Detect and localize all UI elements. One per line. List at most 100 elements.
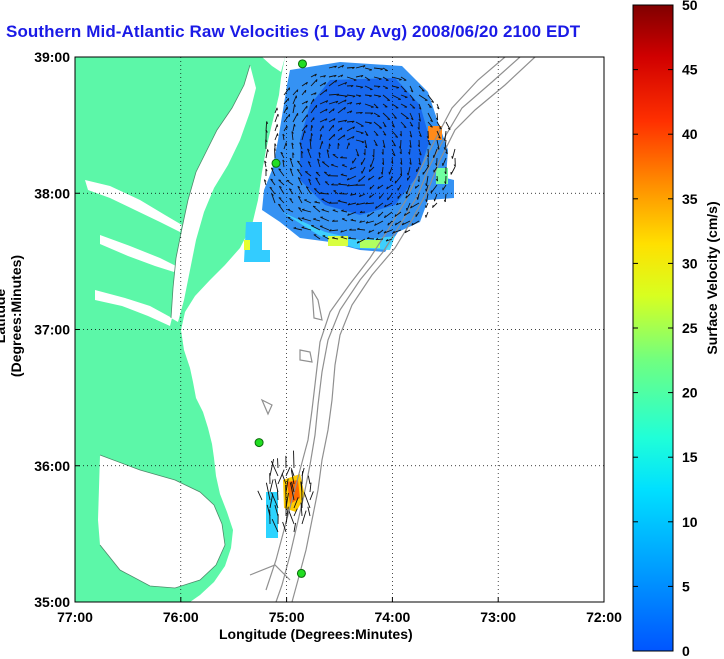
velocity-vector xyxy=(337,81,347,87)
velocity-vector xyxy=(450,166,456,175)
y-tick-labels: 39:00 38:00 37:00 36:00 35:00 xyxy=(34,49,80,610)
velocity-vector-head xyxy=(315,177,319,180)
velocity-vector xyxy=(328,118,336,123)
x-tick-label: 76:00 xyxy=(163,609,199,625)
velocity-vector xyxy=(370,157,375,168)
velocity-vector xyxy=(364,103,374,108)
velocity-vector-head xyxy=(410,205,413,209)
velocity-vector xyxy=(285,466,291,477)
velocity-vector xyxy=(377,184,384,190)
velocity-vector-head xyxy=(392,153,396,157)
velocity-vector-head xyxy=(443,138,446,141)
velocity-vector xyxy=(442,184,447,191)
velocity-vector-head xyxy=(359,220,362,223)
velocity-vector xyxy=(368,229,375,233)
velocity-vector xyxy=(418,130,422,137)
velocity-vector xyxy=(425,175,429,186)
velocity-vector-head xyxy=(340,74,344,78)
velocity-vector-head xyxy=(324,82,327,85)
velocity-vector-head xyxy=(394,222,397,226)
velocity-vector xyxy=(307,475,311,485)
velocity-vector xyxy=(355,121,364,127)
velocity-vector-head xyxy=(383,230,386,234)
velocity-vector xyxy=(385,238,393,242)
velocity-vector xyxy=(364,85,373,90)
velocity-vector xyxy=(282,133,285,141)
velocity-vector xyxy=(304,171,312,177)
velocity-vector xyxy=(400,112,409,120)
velocity-vector-head xyxy=(293,226,297,229)
velocity-vector-head xyxy=(278,197,282,199)
velocity-vector-head xyxy=(356,202,359,206)
velocity-vector-head xyxy=(339,192,343,195)
velocity-vector xyxy=(401,220,411,226)
velocity-vector-head xyxy=(399,173,402,177)
velocity-vector xyxy=(340,174,348,177)
velocity-vector xyxy=(318,152,321,159)
velocity-vector xyxy=(319,141,323,150)
velocity-vector-head xyxy=(307,148,310,151)
velocity-vector-head xyxy=(426,154,429,158)
velocity-vector-head xyxy=(270,178,274,181)
velocity-vector xyxy=(296,169,303,177)
velocity-vector xyxy=(358,175,366,183)
velocity-vector-head xyxy=(297,168,300,171)
velocity-vector-head xyxy=(360,132,364,135)
velocity-vector-head xyxy=(395,202,399,206)
velocity-vector xyxy=(283,87,290,96)
velocity-vector xyxy=(321,161,330,168)
velocity-vector-head xyxy=(370,112,374,115)
velocity-vector-head xyxy=(352,67,355,70)
velocity-vector xyxy=(406,202,411,211)
velocity-vector xyxy=(387,193,393,201)
velocity-vector-head xyxy=(403,126,407,129)
velocity-vector-head xyxy=(375,237,379,241)
velocity-vector-head xyxy=(266,121,269,124)
velocity-vector xyxy=(356,202,366,206)
velocity-vector xyxy=(293,522,297,533)
velocity-vector-head xyxy=(378,176,381,180)
velocity-vector-head xyxy=(355,183,358,186)
velocity-vector-head xyxy=(367,177,370,181)
velocity-vector-head xyxy=(443,199,446,203)
chart-title: Southern Mid-Atlantic Raw Velocities (1 … xyxy=(6,22,581,41)
velocity-vector xyxy=(293,497,299,509)
velocity-vector xyxy=(337,134,346,141)
velocity-vector xyxy=(379,193,384,199)
velocity-vector xyxy=(427,112,433,122)
velocity-vector xyxy=(320,192,330,195)
velocity-vector xyxy=(382,112,391,120)
velocity-vector xyxy=(417,193,420,200)
velocity-vector xyxy=(384,211,393,219)
velocity-vector xyxy=(436,121,442,130)
velocity-vector xyxy=(264,160,267,168)
velocity-vector xyxy=(285,506,289,525)
velocity-vector-head xyxy=(384,204,387,208)
velocity-vector-head xyxy=(298,207,301,209)
velocity-vector-head xyxy=(394,214,397,217)
velocity-vector xyxy=(405,193,411,199)
colorbar-tick-labels: 0 5 10 15 20 25 30 35 40 45 50 xyxy=(633,0,698,659)
velocity-vector xyxy=(287,209,294,213)
velocity-vector xyxy=(427,139,431,146)
velocity-vector-head xyxy=(350,218,354,221)
velocity-vector-head xyxy=(358,194,362,197)
velocity-vector xyxy=(394,220,402,226)
velocity-vector-head xyxy=(314,92,317,95)
velocity-vector xyxy=(330,164,339,168)
velocity-vector-head xyxy=(392,125,395,128)
velocity-vector xyxy=(322,235,330,240)
velocity-vector xyxy=(364,139,368,148)
velocity-vector-head xyxy=(387,118,391,121)
velocity-vector-head xyxy=(359,210,363,213)
velocity-cell-orange xyxy=(428,126,442,140)
velocity-vector xyxy=(301,209,312,213)
velocity-vector xyxy=(418,85,425,92)
velocity-vector xyxy=(409,94,415,101)
velocity-vector xyxy=(291,131,294,141)
velocity-vector xyxy=(407,166,411,176)
velocity-vector xyxy=(382,157,385,165)
velocity-vector xyxy=(319,134,322,141)
potomac-river xyxy=(85,180,182,232)
